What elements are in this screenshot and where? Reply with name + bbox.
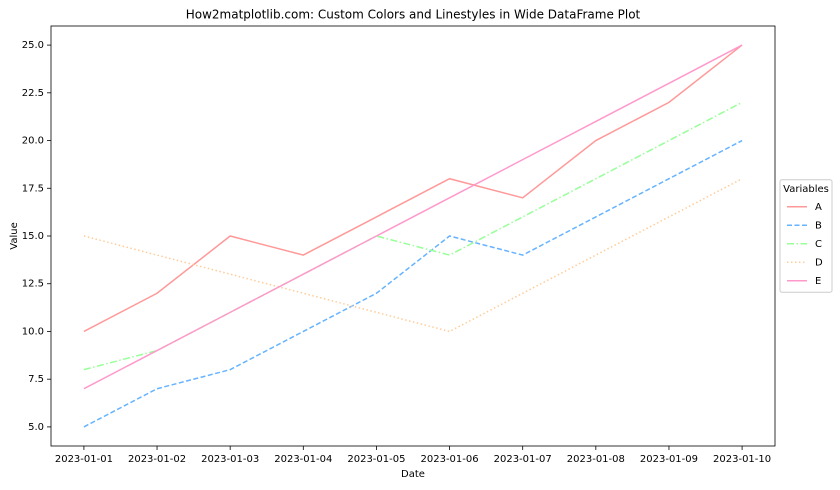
x-tick-label: 2023-01-09	[640, 454, 698, 465]
series-line	[83, 44, 743, 390]
y-tick-label: 12.5	[22, 279, 44, 290]
legend-label: B	[815, 220, 822, 231]
legend-box	[779, 179, 833, 293]
x-tick-label: 2023-01-04	[274, 454, 332, 465]
y-tick-label: 5.0	[28, 422, 44, 433]
legend-label: A	[815, 202, 822, 213]
y-tick-label: 7.5	[28, 374, 44, 385]
series-line	[83, 101, 743, 371]
x-tick-label: 2023-01-02	[128, 454, 186, 465]
x-axis-label: Date	[401, 469, 425, 480]
legend-label: E	[815, 276, 821, 287]
x-tick-label: 2023-01-05	[347, 454, 405, 465]
y-tick-label: 25.0	[22, 40, 44, 51]
chart-title: How2matplotlib.com: Custom Colors and Li…	[186, 8, 641, 22]
legend-label: D	[815, 257, 823, 268]
series-line	[83, 44, 743, 333]
series-line	[83, 178, 743, 333]
y-tick-label: 10.0	[22, 326, 44, 337]
y-tick-label: 17.5	[22, 183, 44, 194]
x-tick-label: 2023-01-01	[55, 454, 113, 465]
y-tick-label: 20.0	[22, 136, 44, 147]
x-tick-label: 2023-01-07	[494, 454, 552, 465]
y-tick-label: 22.5	[22, 88, 44, 99]
y-tick-label: 15.0	[22, 231, 44, 242]
x-tick-label: 2023-01-06	[421, 454, 479, 465]
x-tick-label: 2023-01-03	[201, 454, 259, 465]
y-axis-label: Value	[9, 222, 20, 249]
legend-title: Variables	[783, 184, 829, 195]
series-line	[83, 139, 743, 428]
x-tick-label: 2023-01-08	[567, 454, 625, 465]
legend-label: C	[815, 239, 822, 250]
plot-area	[50, 25, 776, 447]
x-tick-label: 2023-01-10	[713, 454, 771, 465]
